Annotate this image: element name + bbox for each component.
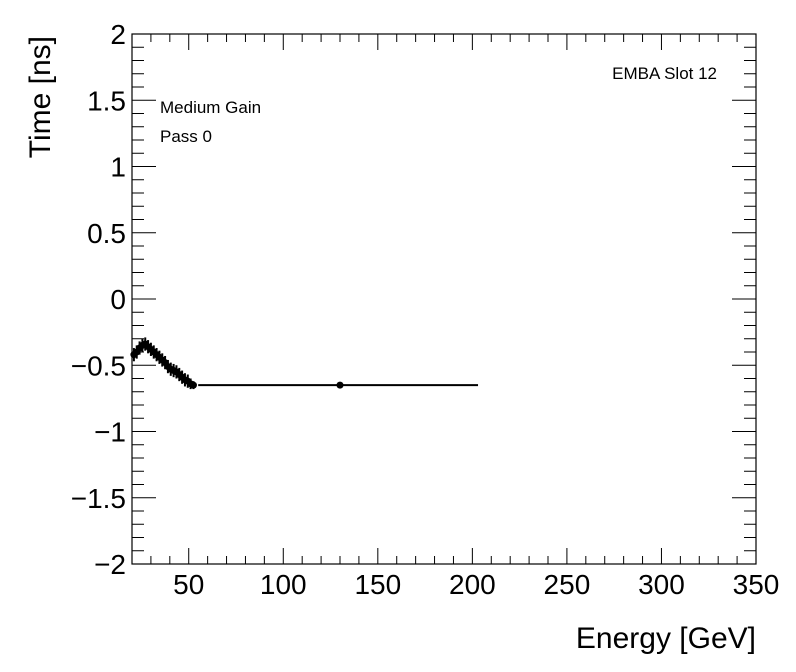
channel-annotation: EMBA Slot 12	[612, 64, 717, 83]
x-tick-label: 200	[449, 569, 496, 600]
marker	[189, 381, 197, 389]
y-tick-label: 1	[110, 152, 126, 183]
x-tick-label: 50	[173, 569, 204, 600]
x-tick-label: 350	[733, 569, 780, 600]
x-tick-label: 100	[260, 569, 307, 600]
y-tick-label: −0.5	[71, 350, 126, 381]
data-point	[189, 381, 197, 390]
pass-annotation: Pass 0	[160, 127, 212, 146]
data-point	[198, 381, 479, 389]
y-tick-label: 1.5	[87, 85, 126, 116]
y-tick-label: −2	[94, 549, 126, 580]
y-tick-label: 0.5	[87, 218, 126, 249]
data-points	[130, 337, 479, 390]
gain-annotation: Medium Gain	[160, 98, 261, 117]
ticks: 50 100 150 200 250 300 350 −2 −1.5 −1 −0.5 0 0.5 1 1.5…	[71, 19, 780, 600]
y-tick-label: −1.5	[71, 483, 126, 514]
x-tick-label: 300	[638, 569, 685, 600]
y-axis-title: Time [ns]	[24, 36, 57, 158]
y-tick-label: −1	[94, 417, 126, 448]
x-tick-label: 250	[544, 569, 591, 600]
y-tick-label: 2	[110, 19, 126, 50]
x-tick-label: 150	[354, 569, 401, 600]
y-tick-label: 0	[110, 284, 126, 315]
marker	[336, 381, 344, 389]
x-axis-title: Energy [GeV]	[576, 622, 756, 655]
